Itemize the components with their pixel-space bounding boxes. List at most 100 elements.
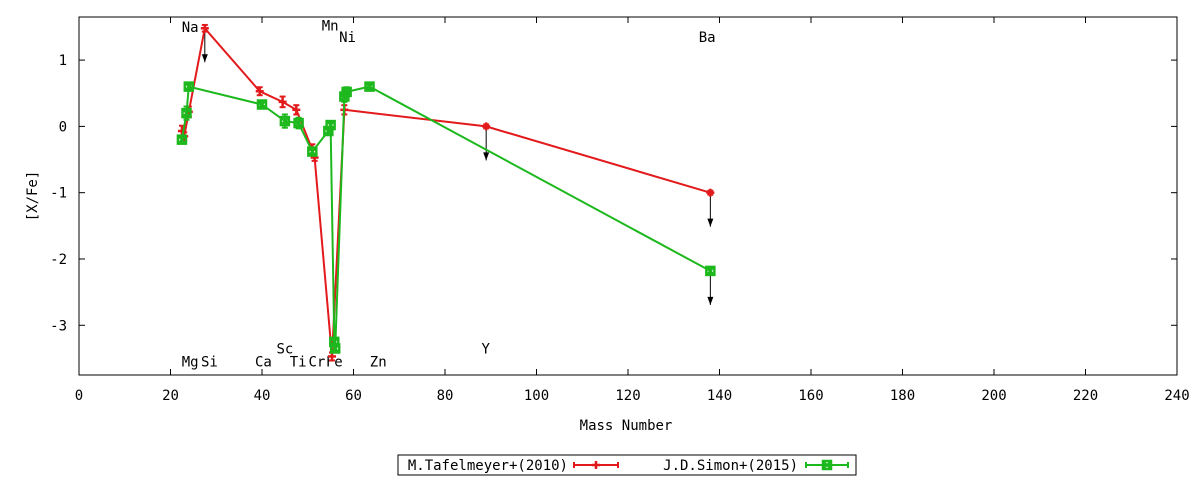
x-tick-label: 160 xyxy=(798,388,823,404)
element-label: Ba xyxy=(699,30,716,46)
data-point xyxy=(341,86,352,98)
element-label: Si xyxy=(201,355,218,371)
arrow-head xyxy=(707,218,714,227)
element-label: Fe xyxy=(326,355,343,371)
arrow-head xyxy=(707,296,714,305)
upper-limit-arrows xyxy=(201,28,714,305)
legend: M.Tafelmeyer+(2010) J.D.Simon+(2015) xyxy=(397,454,857,476)
x-tick-label: 120 xyxy=(615,388,640,404)
point-marker xyxy=(341,87,352,97)
point-marker xyxy=(705,265,716,277)
point-marker xyxy=(821,459,833,471)
point-marker xyxy=(181,108,192,118)
y-tick-label: -2 xyxy=(50,252,67,268)
legend-sample-series-1 xyxy=(573,461,619,469)
x-tick-label: 100 xyxy=(524,388,549,404)
point-marker xyxy=(341,86,352,98)
point-marker xyxy=(257,99,267,110)
x-tick-label: 0 xyxy=(75,388,83,404)
element-label: Mn xyxy=(322,19,339,35)
element-label: Mg xyxy=(182,355,199,371)
point-marker xyxy=(183,81,195,92)
point-marker xyxy=(177,134,187,145)
point-marker xyxy=(330,343,340,354)
legend-sample-series-2 xyxy=(805,459,849,471)
element-label: Na xyxy=(182,20,199,36)
x-tick-label: 240 xyxy=(1164,388,1189,404)
y-tick-label: -1 xyxy=(50,186,67,202)
x-axis-label: Mass Number xyxy=(580,418,673,434)
y-tick-label: -3 xyxy=(50,318,67,334)
point-marker xyxy=(307,146,318,157)
point-marker xyxy=(181,107,192,119)
element-label: Cr xyxy=(308,355,325,371)
data-point xyxy=(307,146,318,157)
y-axis-label: [X/Fe] xyxy=(25,171,41,222)
data-point xyxy=(256,99,268,110)
data-point xyxy=(176,134,188,145)
legend-label-series-2: J.D.Simon+(2015) xyxy=(663,458,798,474)
axes: 0 20 40 60 80 100 120 140 160 180 200 220 240 1 0 -1 -2 -… xyxy=(50,16,1190,404)
point-marker xyxy=(329,343,341,354)
point-marker xyxy=(364,81,375,92)
upper-limit-arrow xyxy=(707,192,714,227)
upper-limit-arrow xyxy=(201,28,208,63)
data-point xyxy=(293,116,304,130)
x-tick-label: 140 xyxy=(707,388,732,404)
data-point xyxy=(329,343,341,354)
x-tick-label: 80 xyxy=(437,388,454,404)
x-tick-label: 60 xyxy=(345,388,362,404)
legend-box xyxy=(397,454,857,476)
series-1 xyxy=(177,23,715,362)
point-marker xyxy=(705,266,716,276)
upper-limit-arrow xyxy=(707,270,714,305)
series-2 xyxy=(176,81,716,354)
x-tick-label: 180 xyxy=(890,388,915,404)
element-label: Ca xyxy=(255,355,272,371)
point-marker xyxy=(293,118,304,128)
plot-frame xyxy=(78,16,1178,376)
data-point xyxy=(325,119,336,131)
data-point xyxy=(278,95,287,109)
x-tick-label: 40 xyxy=(254,388,271,404)
element-label: Sc xyxy=(276,341,293,357)
upper-limit-arrow xyxy=(483,126,490,161)
data-point xyxy=(279,113,291,129)
arrow-head xyxy=(483,152,490,161)
point-marker xyxy=(293,117,304,129)
element-label: Y xyxy=(481,341,490,357)
data-point xyxy=(255,86,264,97)
series-layer xyxy=(176,23,716,362)
point-marker xyxy=(364,81,375,92)
data-point xyxy=(482,122,491,131)
point-marker xyxy=(176,134,188,145)
point-marker xyxy=(279,115,291,127)
series-line xyxy=(180,85,711,349)
series-line xyxy=(180,26,711,357)
point-marker xyxy=(256,99,268,110)
y-tick-label: 0 xyxy=(59,119,67,135)
x-tick-label: 220 xyxy=(1073,388,1098,404)
data-point xyxy=(705,265,716,277)
element-label: Ti xyxy=(290,355,307,371)
point-marker xyxy=(307,146,318,157)
point-marker xyxy=(184,81,194,92)
point-marker xyxy=(822,460,832,470)
data-point xyxy=(200,23,209,33)
point-marker xyxy=(325,120,336,130)
arrow-head xyxy=(201,54,208,63)
data-point xyxy=(292,104,301,116)
x-tick-label: 200 xyxy=(981,388,1006,404)
y-tick-label: 1 xyxy=(59,53,67,69)
element-label: Ni xyxy=(339,30,356,46)
data-point xyxy=(181,105,192,121)
data-point xyxy=(183,81,195,92)
point-marker xyxy=(325,119,336,131)
element-label: Zn xyxy=(370,355,387,371)
legend-label-series-1: M.Tafelmeyer+(2010) xyxy=(408,458,568,474)
data-point xyxy=(706,188,715,197)
x-tick-label: 20 xyxy=(162,388,179,404)
data-point xyxy=(364,81,375,92)
